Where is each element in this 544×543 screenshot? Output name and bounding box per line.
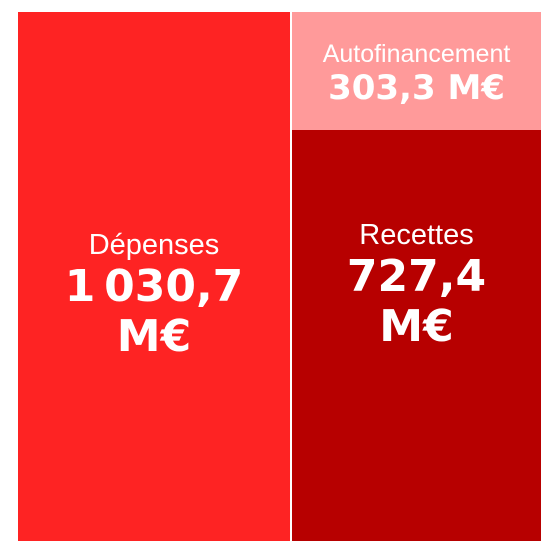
block-label: Dépenses <box>88 229 220 261</box>
block-value: 727,4 M€ <box>346 251 487 352</box>
self-financing-block: Autofinancement 303,3 M€ <box>292 12 541 130</box>
expenses-block: Dépenses 1 030,7 M€ <box>18 12 290 541</box>
block-value: 1 030,7 M€ <box>64 261 244 362</box>
block-label: Recettes <box>359 219 474 251</box>
revenue-block: Recettes 727,4 M€ <box>292 130 541 541</box>
block-label: Autofinancement <box>322 40 511 68</box>
block-value: 303,3 M€ <box>328 68 505 108</box>
